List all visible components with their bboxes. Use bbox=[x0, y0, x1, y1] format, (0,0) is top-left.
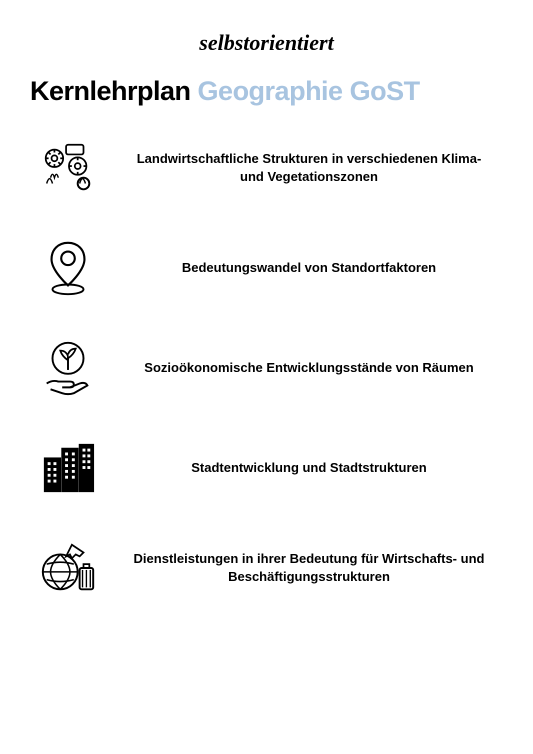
list-item: Dienstleistungen in ihrer Bedeutung für … bbox=[30, 537, 503, 599]
page-title: Kernlehrplan Geographie GoST bbox=[30, 76, 503, 107]
title-sub: Geographie GoST bbox=[198, 76, 420, 106]
item-label: Landwirtschaftliche Strukturen in versch… bbox=[125, 150, 503, 186]
list-item: Sozioökonomische Entwicklungsstände von … bbox=[30, 337, 503, 399]
globe-travel-icon bbox=[30, 537, 105, 599]
item-label: Stadtentwicklung und Stadtstrukturen bbox=[125, 459, 503, 477]
list-item: Bedeutungswandel von Standortfaktoren bbox=[30, 237, 503, 299]
list-item: Landwirtschaftliche Strukturen in versch… bbox=[30, 137, 503, 199]
item-label: Dienstleistungen in ihrer Bedeutung für … bbox=[125, 550, 503, 586]
buildings-icon bbox=[30, 437, 105, 499]
list-item: Stadtentwicklung und Stadtstrukturen bbox=[30, 437, 503, 499]
item-label: Sozioökonomische Entwicklungsstände von … bbox=[125, 359, 503, 377]
location-icon bbox=[30, 237, 105, 299]
title-main: Kernlehrplan bbox=[30, 76, 198, 106]
agriculture-icon bbox=[30, 137, 105, 199]
plant-hand-icon bbox=[30, 337, 105, 399]
brand-logo: selbstorientiert bbox=[30, 30, 503, 56]
item-label: Bedeutungswandel von Standortfaktoren bbox=[125, 259, 503, 277]
